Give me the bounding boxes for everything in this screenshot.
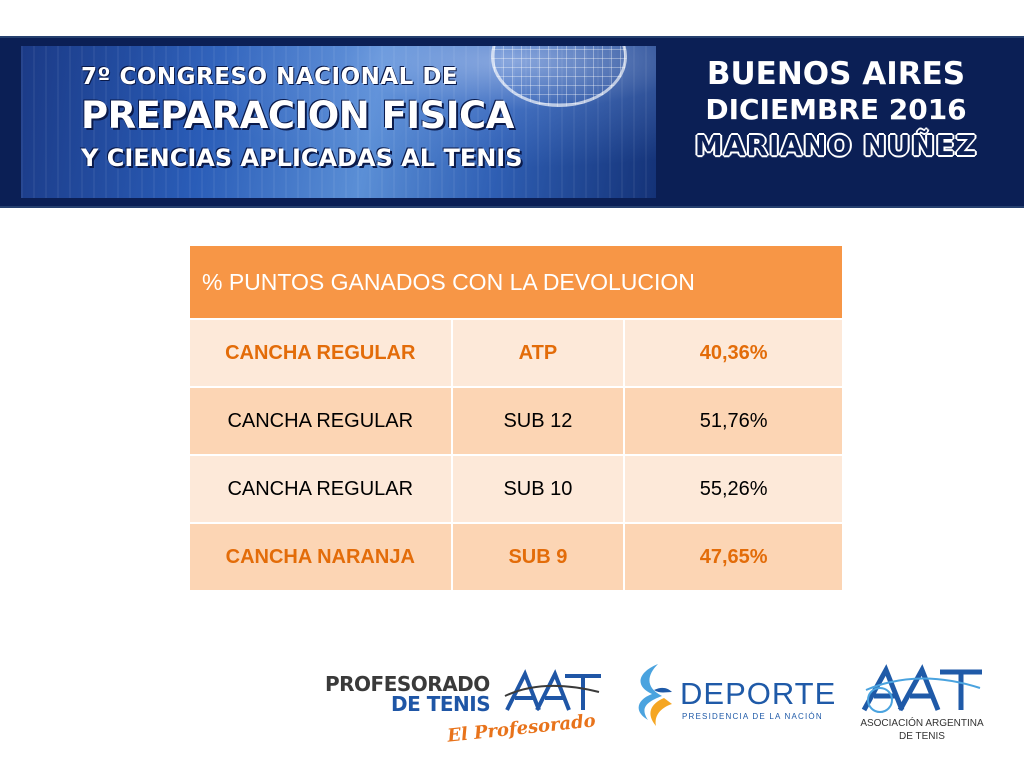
court-cell: CANCHA REGULAR [190, 454, 453, 523]
header-banner: 7º CONGRESO NACIONAL DE PREPARACION FISI… [0, 36, 1024, 208]
profesorado-logo: PROFESORADO DE TENIS El Profesorado [325, 662, 615, 752]
deporte-wordmark: DEPORTE [680, 676, 837, 711]
event-city: BUENOS AIRES [706, 56, 966, 92]
court-cell: CANCHA REGULAR [190, 386, 453, 455]
banner-congress-line: 7º CONGRESO NACIONAL DE [81, 64, 459, 90]
asociacion-logo: ASOCIACIÓN ARGENTINA DE TENIS [852, 660, 992, 750]
category-cell: SUB 9 [451, 522, 626, 590]
asociacion-name-line2: DE TENIS [899, 731, 945, 742]
return-points-table: % PUNTOS GANADOS CON LA DEVOLUCION CANCH… [190, 246, 842, 590]
aat-emblem-icon [861, 664, 982, 713]
value-cell: 40,36% [624, 318, 842, 387]
banner-subtitle: Y CIENCIAS APLICADAS AL TENIS [81, 144, 523, 172]
banner-title: PREPARACION FISICA [81, 94, 514, 137]
table-header: % PUNTOS GANADOS CON LA DEVOLUCION [190, 246, 842, 319]
table-row: CANCHA REGULAR ATP 40,36% [190, 318, 842, 387]
value-cell: 55,26% [624, 454, 842, 523]
banner-image: 7º CONGRESO NACIONAL DE PREPARACION FISI… [21, 46, 656, 198]
category-cell: SUB 10 [451, 454, 626, 523]
deporte-subtitle: PRESIDENCIA DE LA NACIÓN [682, 712, 823, 721]
table-row: CANCHA REGULAR SUB 12 51,76% [190, 386, 842, 455]
deporte-logo: DEPORTE PRESIDENCIA DE LA NACIÓN [624, 648, 835, 744]
category-cell: SUB 12 [451, 386, 626, 455]
value-cell: 47,65% [624, 522, 842, 590]
table-row: CANCHA NARANJA SUB 9 47,65% [190, 522, 842, 590]
value-cell: 51,76% [624, 386, 842, 455]
court-cell: CANCHA NARANJA [190, 522, 453, 590]
banner-event-info: BUENOS AIRES DICIEMBRE 2016 MARIANO NUÑE… [666, 56, 1006, 164]
table-header-row: % PUNTOS GANADOS CON LA DEVOLUCION [190, 246, 842, 319]
profesorado-line1: PROFESORADO [325, 672, 490, 696]
deporte-swoosh-icon [638, 664, 672, 726]
asociacion-name-line1: ASOCIACIÓN ARGENTINA [860, 718, 984, 729]
table-row: CANCHA REGULAR SUB 10 55,26% [190, 454, 842, 523]
speaker-name: MARIANO NUÑEZ [694, 129, 978, 162]
aat-mark-icon [504, 669, 601, 711]
event-date: DICIEMBRE 2016 [705, 93, 967, 126]
category-cell: ATP [451, 318, 626, 387]
profesorado-line2: DE TENIS [391, 692, 491, 716]
court-cell: CANCHA REGULAR [190, 318, 453, 387]
